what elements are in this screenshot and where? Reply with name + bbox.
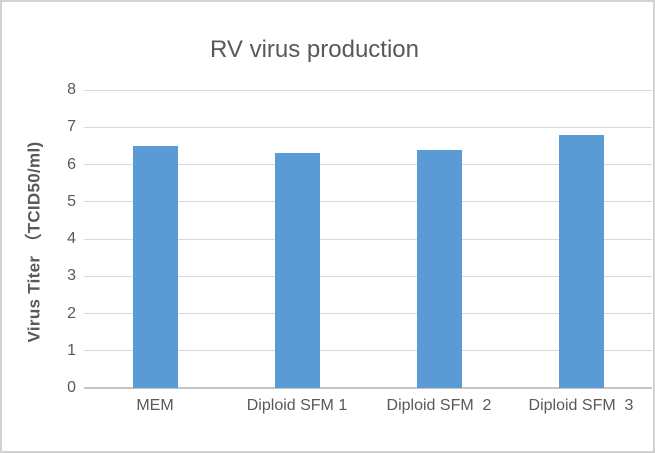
x-tick-label: Diploid SFM 2 [386, 397, 492, 414]
gridline [84, 350, 652, 352]
chart-title: RV virus production [210, 36, 419, 63]
gridline [84, 313, 652, 314]
gridline [84, 126, 652, 128]
gridline [84, 275, 652, 277]
gridline [84, 201, 652, 203]
y-tick-label: 1 [67, 341, 76, 359]
plot-area: 0 1 2 3 4 5 6 7 8 MEM Diploid SFM 1 Diploid SFM 2 Di… [67, 81, 652, 414]
y-tick-label: 8 [67, 81, 76, 98]
x-tick-label: Diploid SFM 3 [528, 397, 634, 414]
gridline [84, 238, 652, 240]
y-tick-label: 6 [67, 155, 76, 173]
bar-mem [132, 145, 178, 388]
y-tick-label: 4 [67, 230, 76, 247]
y-tick-label: 7 [67, 118, 76, 136]
x-axis-line [84, 387, 652, 389]
y-tick-label: 0 [67, 379, 76, 396]
bar-diploid-sfm-3 [558, 134, 604, 388]
y-tick-label: 3 [67, 267, 76, 285]
gridline [84, 164, 652, 165]
x-tick-label: Diploid SFM 1 [246, 397, 348, 414]
x-tick-label: MEM [136, 397, 174, 414]
y-tick-label: 2 [67, 304, 76, 322]
bar-diploid-sfm-2 [416, 149, 462, 388]
gridline [84, 89, 652, 91]
bar-diploid-sfm-1 [274, 153, 320, 388]
y-tick-label: 5 [67, 192, 76, 210]
